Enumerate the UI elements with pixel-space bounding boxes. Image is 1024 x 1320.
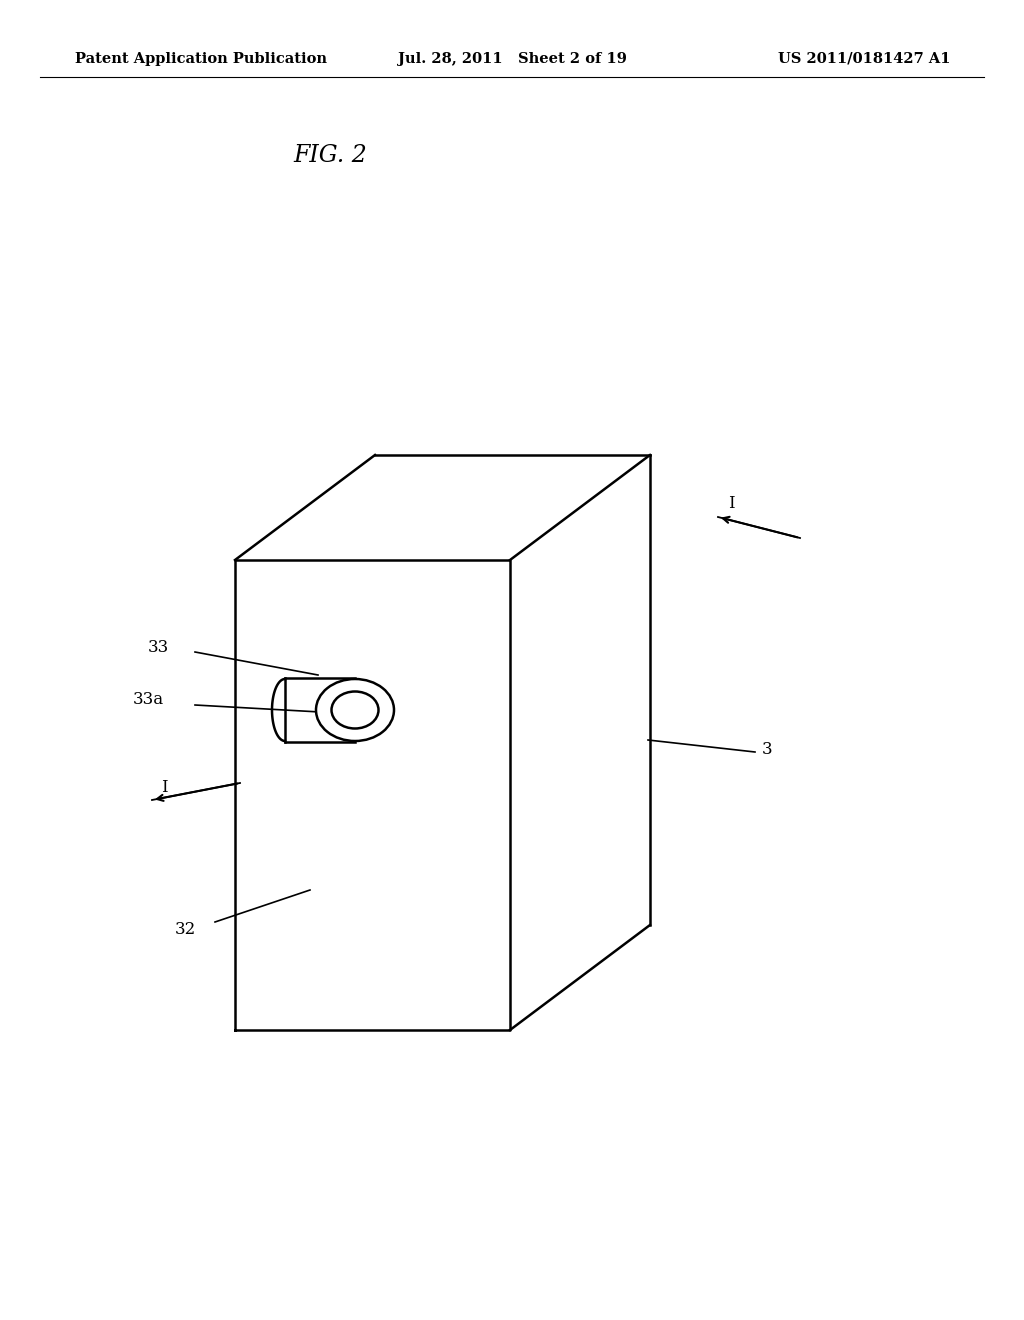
Text: Patent Application Publication: Patent Application Publication: [75, 51, 327, 66]
Text: FIG. 2: FIG. 2: [293, 144, 367, 166]
Text: 3: 3: [762, 742, 773, 759]
Ellipse shape: [332, 692, 379, 729]
Text: I: I: [162, 779, 168, 796]
Text: I: I: [728, 495, 735, 512]
Text: 33: 33: [148, 639, 169, 656]
Text: 32: 32: [175, 921, 197, 939]
Ellipse shape: [316, 678, 394, 741]
Text: Jul. 28, 2011   Sheet 2 of 19: Jul. 28, 2011 Sheet 2 of 19: [397, 51, 627, 66]
Text: US 2011/0181427 A1: US 2011/0181427 A1: [777, 51, 950, 66]
Text: 33a: 33a: [133, 692, 164, 709]
